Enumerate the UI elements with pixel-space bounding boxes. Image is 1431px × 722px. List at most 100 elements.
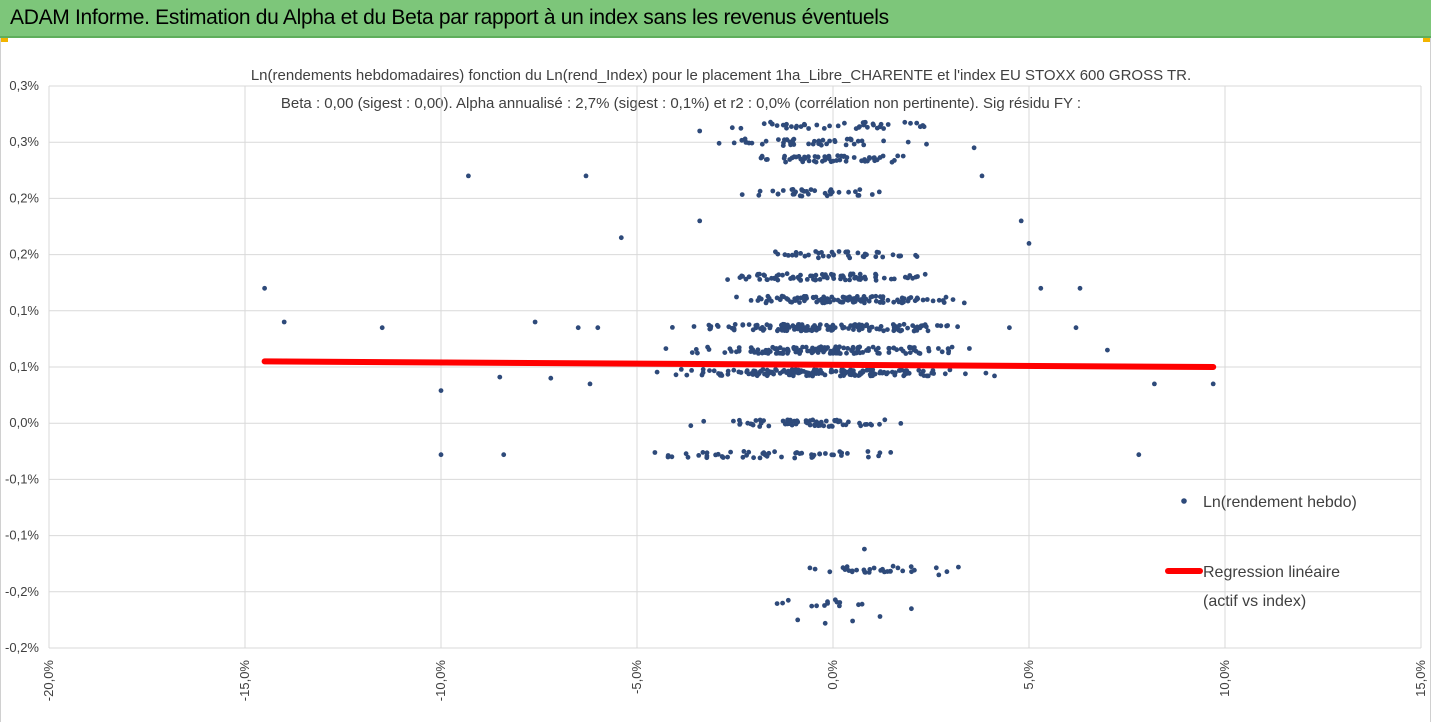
data-point (754, 322, 760, 328)
y-tick-label: -0,1% (5, 471, 39, 486)
data-point (880, 294, 886, 300)
data-point (901, 296, 907, 301)
data-point (856, 276, 861, 282)
y-tick-label: -0,2% (5, 584, 39, 599)
data-point (1210, 381, 1216, 387)
data-point (774, 346, 779, 351)
data-point (1105, 347, 1110, 353)
data-point (775, 191, 781, 197)
data-point (924, 141, 929, 147)
data-point (846, 419, 851, 425)
data-point (830, 158, 836, 164)
data-point (746, 449, 752, 455)
data-point (799, 188, 805, 193)
data-point (817, 277, 823, 282)
data-point (836, 249, 842, 254)
data-point (821, 423, 827, 429)
y-tick-label: 0,2% (9, 190, 39, 205)
data-point (731, 140, 737, 146)
data-point (963, 371, 968, 377)
data-point (809, 603, 815, 609)
data-point (867, 328, 872, 333)
data-point (804, 277, 810, 282)
data-point (777, 297, 783, 303)
data-point (926, 345, 931, 351)
data-point (757, 188, 763, 194)
data-point (701, 418, 707, 424)
data-point (716, 140, 722, 146)
data-point (780, 418, 786, 424)
data-point (818, 370, 823, 375)
data-point (806, 191, 811, 197)
data-point (802, 253, 808, 259)
data-point (816, 325, 822, 330)
data-point (732, 322, 738, 327)
data-point (780, 122, 786, 128)
data-point (847, 273, 853, 278)
data-point (890, 252, 896, 258)
x-tick-label: 15,0% (1413, 660, 1428, 697)
data-point (831, 252, 836, 257)
data-point (902, 368, 908, 374)
data-point (859, 158, 864, 164)
data-point (896, 368, 902, 373)
data-point (847, 277, 852, 283)
data-point (851, 327, 856, 332)
data-point (812, 423, 818, 429)
data-point (854, 567, 859, 573)
data-point (774, 350, 780, 356)
data-point (924, 297, 930, 302)
y-tick-label: 0,1% (9, 359, 39, 374)
data-point (810, 349, 815, 355)
data-point (878, 121, 884, 127)
data-point (902, 119, 908, 125)
data-point (910, 275, 915, 281)
data-point (871, 565, 877, 571)
data-point (933, 565, 939, 571)
data-point (846, 189, 851, 195)
data-point (840, 565, 846, 571)
data-point (914, 297, 920, 302)
data-point (881, 369, 887, 375)
data-point (806, 252, 811, 258)
data-point (822, 300, 827, 306)
data-point (737, 422, 743, 427)
data-point (869, 192, 875, 197)
data-point (782, 252, 788, 258)
data-point (873, 298, 879, 304)
data-point (936, 346, 941, 351)
data-point (708, 324, 714, 329)
data-point (777, 370, 783, 376)
data-point (823, 418, 829, 424)
data-point (791, 154, 797, 160)
data-point (673, 372, 679, 378)
data-point (864, 348, 870, 353)
data-point (693, 347, 699, 352)
data-point (783, 159, 788, 165)
data-point (729, 125, 735, 131)
data-point (684, 372, 690, 378)
data-point (833, 368, 839, 374)
data-point (938, 323, 944, 329)
data-point (776, 272, 782, 278)
data-point (853, 126, 859, 131)
data-point (867, 156, 872, 161)
data-point (925, 328, 931, 334)
data-point (688, 423, 694, 429)
data-point (832, 139, 838, 145)
data-point (921, 124, 927, 130)
data-point (793, 450, 798, 456)
data-point (722, 350, 728, 355)
data-point (944, 569, 950, 575)
data-point (587, 381, 593, 387)
data-point (706, 347, 712, 352)
data-point (731, 367, 737, 373)
data-point (857, 420, 862, 426)
data-point (882, 417, 888, 423)
data-point (851, 155, 857, 160)
data-point (852, 373, 858, 378)
data-point (618, 235, 624, 241)
corner-mark-left (0, 38, 8, 42)
data-point (1026, 241, 1032, 246)
data-point (780, 143, 786, 148)
